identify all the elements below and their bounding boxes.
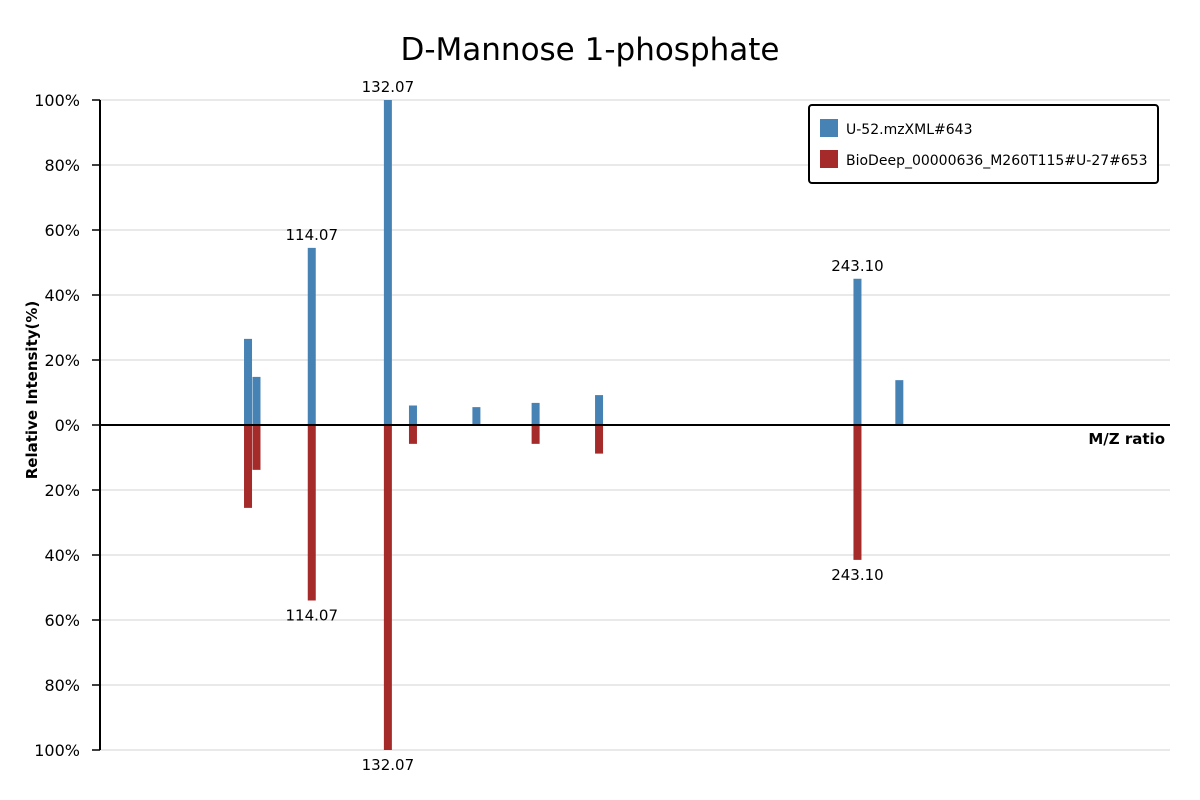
peak-label: 132.07	[362, 78, 415, 96]
y-tick-label: 80%	[44, 676, 80, 695]
peak-bar-reference	[408, 425, 417, 444]
peak-bar-reference	[595, 425, 604, 454]
legend-swatch-series-2	[820, 150, 838, 168]
peak-bar-reference	[383, 425, 392, 750]
bars	[244, 100, 904, 750]
peak-bar-sample	[595, 395, 604, 425]
peak-bar-sample	[531, 402, 540, 425]
legend-label-series-1: U-52.mzXML#643	[846, 122, 972, 138]
y-tick-label: 20%	[44, 351, 80, 370]
y-tick-label: 40%	[44, 546, 80, 565]
peak-label: 243.10	[831, 566, 884, 584]
peak-bar-sample	[472, 407, 481, 425]
peak-bar-reference	[252, 425, 261, 470]
y-axis-title: Relative Intensity(%)	[23, 301, 41, 480]
peak-bar-sample	[307, 247, 316, 425]
peak-bar-sample	[244, 338, 253, 425]
peak-bar-reference	[244, 425, 253, 508]
peak-bar-sample	[895, 380, 904, 425]
y-tick-label: 0%	[55, 416, 80, 435]
peak-bar-sample	[853, 278, 862, 425]
y-tick-label: 40%	[44, 286, 80, 305]
y-tick-label: 20%	[44, 481, 80, 500]
peak-bar-reference	[853, 425, 862, 560]
peak-bar-sample	[383, 100, 392, 425]
peak-bar-sample	[252, 376, 261, 425]
peak-labels: 114.07 132.07 243.10 114.07 132.07 243.10	[286, 78, 884, 774]
peak-bar-sample	[408, 405, 417, 425]
y-tick-label: 100%	[34, 91, 80, 110]
peak-bar-reference	[531, 425, 540, 444]
legend-swatch-series-1	[820, 119, 838, 137]
peak-label: 132.07	[362, 756, 415, 774]
legend-box	[808, 104, 1159, 184]
y-tick-label: 80%	[44, 156, 80, 175]
y-tick-labels: 100% 80% 60% 40% 20% 0% 20% 40% 60% 80% 100%	[34, 91, 80, 760]
peak-bar-reference	[307, 425, 316, 601]
peak-label: 114.07	[286, 607, 339, 625]
y-tick-label: 60%	[44, 611, 80, 630]
axes	[92, 99, 1170, 751]
y-tick-label: 100%	[34, 741, 80, 760]
legend-label-series-2: BioDeep_00000636_M260T115#U-27#653	[846, 153, 1148, 169]
x-axis-title: M/Z ratio	[1088, 430, 1165, 448]
y-tick-label: 60%	[44, 221, 80, 240]
legend: U-52.mzXML#643 BioDeep_00000636_M260T115…	[808, 104, 1159, 184]
peak-label: 243.10	[831, 257, 884, 275]
peak-label: 114.07	[286, 226, 339, 244]
chart-title: D-Mannose 1-phosphate	[400, 32, 779, 68]
